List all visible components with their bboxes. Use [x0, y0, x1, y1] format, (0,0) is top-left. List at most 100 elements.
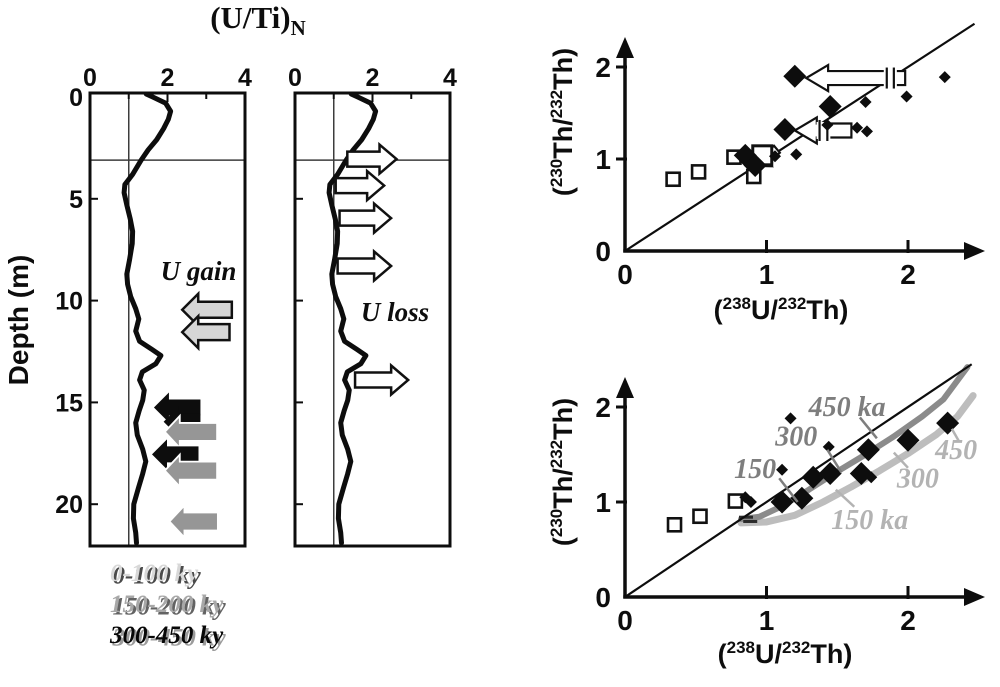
age-label-450-ka: 450 ka	[808, 392, 886, 423]
small-diamond-point	[900, 90, 913, 103]
x-tick-label: 0	[83, 64, 97, 92]
label-part: U/	[755, 639, 782, 669]
y-axis-arrowhead	[616, 377, 634, 398]
large-diamond-point	[801, 465, 825, 489]
x-axis-arrowhead	[964, 242, 985, 260]
label-part: (	[548, 537, 578, 547]
label-superscript: 238	[722, 294, 751, 313]
label-part: U/	[751, 295, 778, 325]
bottom-plot-y-axis-label: (230Th/232Th)	[547, 302, 587, 642]
label-superscript: 238	[726, 638, 755, 657]
small-diamond-point	[776, 463, 789, 476]
depth-tick-label: 0	[69, 84, 83, 112]
uti-profile-curve	[326, 91, 379, 546]
age-label-leader	[826, 449, 843, 474]
large-diamond-point	[790, 486, 814, 510]
top-plot-x-axis-label: (238U/232Th)	[631, 294, 931, 326]
depth-tick-label: 10	[55, 288, 83, 316]
small-diamond-point	[784, 412, 797, 425]
label-superscript: 232	[547, 89, 566, 119]
white-u-loss-arrow	[334, 168, 387, 203]
small-diamond-point	[860, 125, 873, 138]
age-label-leader	[950, 428, 961, 442]
uti-profile-gain-annotation: U gain	[161, 256, 237, 286]
uti-profile-gain-panel: 0 2 4 U gain 0 5 10 15 20 Depth (m)	[3, 64, 252, 548]
age-label-leader	[858, 416, 878, 440]
u-loss-displacement-arrow	[803, 63, 907, 93]
gray-u-gain-arrow	[163, 452, 219, 489]
small-diamond-point	[821, 118, 834, 131]
label-part: (	[717, 639, 727, 669]
age-label-150-ka: 150 ka	[831, 505, 908, 536]
x-tick-label: 2	[366, 64, 380, 92]
open-square-point	[690, 164, 707, 180]
y-tick-label: 1	[595, 144, 611, 175]
age-label-leader	[892, 451, 909, 469]
large-diamond-point	[856, 438, 880, 462]
small-diamond-point	[859, 95, 872, 108]
age-label-leader	[834, 488, 856, 508]
age-label-450: 450	[934, 435, 977, 466]
uti-title-subscript: N	[290, 16, 306, 41]
white-u-loss-arrow	[338, 200, 394, 236]
x-tick-label: 0	[617, 259, 633, 290]
bottom-plot-x-axis-label: (238U/232Th)	[635, 638, 935, 670]
depth-tick-label: 15	[55, 389, 83, 417]
large-diamond-point	[743, 153, 767, 177]
age-label-150: 150	[734, 454, 776, 485]
legend-entry-150-200ky: 150-200 ky	[110, 589, 223, 620]
uti-profile-loss-annotation: U loss	[361, 297, 429, 327]
large-diamond-point	[849, 462, 873, 485]
open-square-point	[692, 508, 708, 525]
open-square-point	[727, 493, 744, 509]
x-axis-arrowhead	[964, 588, 985, 606]
x-tick-label: 1	[759, 605, 775, 636]
label-superscript: 232	[778, 294, 807, 313]
label-part: Th)	[548, 47, 578, 90]
age-label-leader	[778, 477, 799, 503]
uti-title-main: (U/Ti)	[210, 0, 291, 35]
legend-entry-0-100ky: 0-100 ky	[110, 558, 223, 589]
x-tick-label: 2	[161, 64, 175, 92]
legend-label: 0-100 ky	[110, 560, 199, 587]
label-part: Th)	[806, 295, 849, 325]
large-diamond-point	[773, 118, 797, 142]
x-tick-label: 2	[900, 605, 916, 636]
label-superscript: 232	[547, 439, 566, 469]
label-superscript: 232	[782, 638, 811, 657]
depth-axis-label: Depth (m)	[3, 255, 34, 386]
panel-frame	[88, 91, 247, 548]
evolution-curve-dark	[738, 364, 971, 523]
white-u-loss-arrow	[353, 362, 411, 398]
equiline	[624, 22, 976, 252]
age-label-300: 300	[774, 422, 817, 453]
label-part: Th)	[548, 397, 578, 440]
legend-entry-300-450ky: 300-450 ky	[110, 620, 223, 651]
lightgray-u-gain-arrow	[180, 313, 231, 352]
label-part: Th/	[548, 468, 578, 509]
y-tick-label: 0	[595, 582, 611, 613]
label-superscript: 230	[547, 158, 566, 188]
small-diamond-point	[744, 496, 757, 508]
equiline	[624, 363, 973, 598]
isochron-observed: 0 1 2 0 1 2	[595, 22, 985, 290]
x-tick-label: 4	[443, 64, 457, 92]
x-tick-label: 0	[617, 605, 633, 636]
legend-label: 300-450 ky	[110, 622, 224, 649]
uti-title: (U/Ti)N	[148, 0, 368, 41]
small-diamond-point	[851, 121, 864, 134]
open-square-point	[666, 516, 683, 533]
age-label-300: 300	[896, 463, 939, 494]
x-tick-label: 4	[238, 64, 252, 92]
x-tick-label: 1	[759, 259, 775, 290]
x-tick-label: 0	[288, 64, 302, 92]
large-diamond-point	[818, 95, 842, 119]
y-tick-label: 1	[595, 487, 611, 518]
small-diamond-point	[768, 150, 781, 163]
white-u-loss-arrow	[346, 141, 399, 177]
large-diamond-point	[896, 428, 920, 452]
depth-tick-label: 20	[55, 491, 83, 519]
y-tick-label: 0	[595, 236, 611, 267]
